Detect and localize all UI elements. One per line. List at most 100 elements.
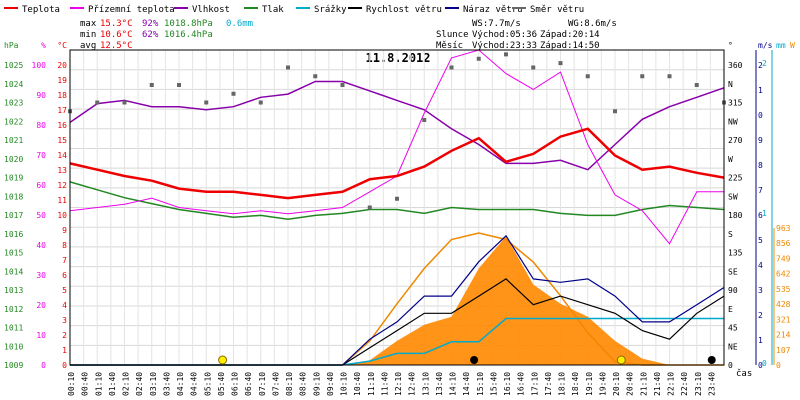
axis-percent-tick: 20: [36, 301, 46, 310]
axis-celsius-tick: 5: [62, 286, 67, 295]
stat-max-rain: 0.6mm: [226, 19, 253, 29]
x-tick: 23:40: [707, 372, 716, 396]
axis-direction-tick: S: [728, 230, 733, 239]
axis-hpa-tick: 1025: [4, 61, 23, 70]
wind-direction-point: [95, 100, 100, 105]
wind-direction-point: [395, 196, 399, 201]
x-tick: 12:10: [394, 372, 403, 396]
wind-direction-point: [231, 91, 236, 96]
legend-label: Tlak: [262, 5, 284, 15]
x-tick: 19:40: [598, 372, 607, 396]
x-tick: 09:10: [312, 372, 321, 396]
sun-marker: [616, 355, 626, 365]
legend-label: Srážky: [314, 5, 347, 15]
moon-marker: [470, 356, 479, 364]
axis-celsius-tick: 9: [62, 226, 67, 235]
x-tick: 21:40: [653, 372, 662, 396]
axis-ms-tick: 4: [758, 261, 763, 270]
x-tick: 15:40: [489, 372, 498, 396]
axis-hpa-tick: 1012: [4, 305, 23, 314]
x-tick: 03:40: [162, 372, 171, 396]
info-moon-set: Západ:14:50: [540, 41, 600, 51]
axis-hpa-tick: 1017: [4, 211, 23, 220]
axis-celsius-tick: 6: [62, 271, 67, 280]
x-tick: 21:10: [639, 372, 648, 396]
x-tick: 12:40: [408, 372, 417, 396]
axis-percent-tick: 90: [36, 91, 46, 100]
wind-direction-point: [149, 83, 154, 87]
axis-percent-tick: 70: [36, 151, 46, 160]
sun-marker: [218, 355, 228, 365]
axis-ms-tick: 5: [758, 236, 763, 245]
stat-max-hum: 92%: [142, 19, 159, 29]
axis-w-tick: 0: [776, 361, 781, 370]
axis-w-tick: 428: [776, 300, 791, 309]
axis-percent-tick: 30: [36, 271, 46, 280]
axis-mm-tick: 1: [762, 209, 767, 218]
axis-direction-tick: SW: [728, 192, 738, 201]
axis-direction-tick: 45: [728, 324, 738, 333]
info-moon-rise: Východ:23:33: [472, 41, 537, 51]
x-tick: 13:40: [435, 372, 444, 396]
wind-direction-point: [177, 83, 181, 87]
stat-avg-label: avg: [80, 41, 96, 51]
axis-direction-tick: N: [728, 80, 733, 89]
y-axes: hPa1025102410231022102110201019101810171…: [4, 41, 795, 370]
axis-ms-tick: 3: [758, 286, 763, 295]
axis-ms-tick: 7: [758, 186, 763, 195]
axis-w-tick: 214: [776, 331, 791, 340]
wind-direction-point: [694, 83, 699, 87]
legend-label: Teplota: [22, 5, 60, 15]
axis-ms-tick: 1: [758, 336, 763, 345]
axis-direction-tick: 90: [728, 286, 738, 295]
stat-max-temp: 15.3°C: [100, 19, 133, 29]
x-tick: 20:40: [626, 372, 635, 396]
x-tick: 15:10: [476, 372, 485, 396]
x-tick: 18:10: [558, 372, 567, 396]
axis-celsius-tick: 16: [57, 121, 67, 130]
series-line-tlak: [69, 181, 725, 221]
axis-celsius-tick: 18: [57, 91, 67, 100]
x-tick: 19:10: [585, 372, 594, 396]
x-tick: 11:10: [367, 372, 376, 396]
stat-min-press: 1016.4hPa: [164, 30, 213, 40]
axis-hpa-tick: 1021: [4, 136, 23, 145]
x-tick: 10:10: [340, 372, 349, 396]
info-sun-label: Slunce: [436, 30, 469, 40]
wind-direction-point: [122, 100, 127, 105]
axis-celsius-tick: 15: [57, 136, 67, 145]
x-tick: 05:10: [203, 372, 212, 396]
axis-hpa-tick: 1020: [4, 155, 23, 164]
info-wg: WG:8.6m/s: [568, 19, 617, 29]
axis-celsius-tick: 11: [57, 196, 67, 205]
x-tick: 14:10: [449, 372, 458, 396]
axis-celsius-tick: 13: [57, 166, 67, 175]
axis-celsius-tick: 14: [57, 151, 67, 160]
axis-celsius-tick: 10: [57, 211, 67, 220]
axis-hpa-tick: 1019: [4, 174, 23, 183]
axis-ms-label: m/s: [758, 41, 773, 50]
axis-ms-tick: 0: [758, 361, 763, 370]
x-tick: 22:10: [667, 372, 676, 396]
axis-percent-tick: 50: [36, 211, 46, 220]
axis-hpa-tick: 1022: [4, 117, 23, 126]
sun-moon-markers: [218, 355, 716, 365]
axis-celsius-tick: 0: [62, 361, 67, 370]
axis-hpa-tick: 1014: [4, 267, 23, 276]
axis-w-tick: 963: [776, 224, 791, 233]
moon-marker: [707, 356, 716, 364]
axis-celsius-tick: 8: [62, 241, 67, 250]
axis-ms-tick: 8: [758, 161, 763, 170]
wind-direction-point: [367, 205, 372, 210]
axis-celsius-tick: 2: [62, 331, 67, 340]
info-sun-rise: Východ:05:36: [472, 30, 537, 40]
wind-direction-point: [476, 56, 481, 61]
wind-direction-point: [531, 65, 536, 70]
x-tick: 04:40: [190, 372, 199, 396]
wind-direction-point: [667, 74, 672, 79]
x-axis: 00:10 00:40 01:10 01:40 02:10 02:40 03:10 03:40…: [67, 368, 752, 396]
series-radiation-area: [70, 236, 724, 365]
x-tick: 13:10: [421, 372, 430, 396]
wind-direction-point: [585, 74, 590, 79]
